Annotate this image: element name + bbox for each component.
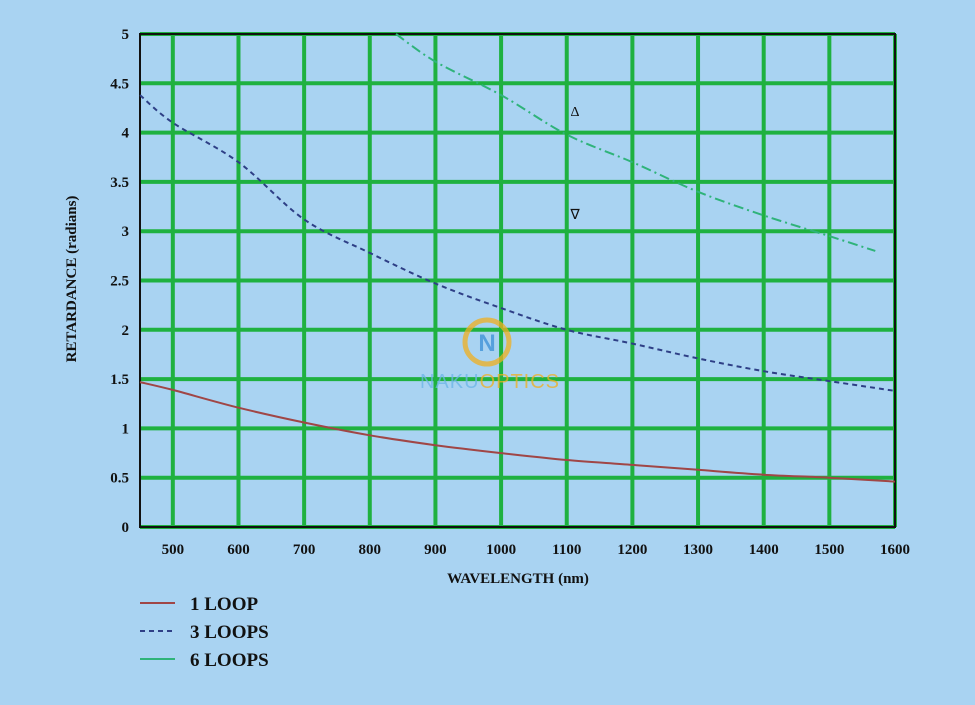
legend-label-3-loops: 3 LOOPS [190,622,269,643]
series-layer [139,33,896,483]
series-line-3-loops [139,94,896,392]
y-tick-label: 5 [122,27,130,43]
x-tick-label: 500 [162,542,185,558]
y-tick-label: 2 [122,323,130,339]
y-tick-label: 4.5 [110,76,129,92]
legend: 1 LOOP 3 LOOPS 6 LOOPS [140,594,269,671]
plot-frame [139,33,896,528]
watermark-suffix: OPTICS [480,371,560,393]
y-tick-label: 0 [122,520,130,536]
y-tick-label: 0.5 [110,471,129,487]
x-tick-label: 1300 [683,542,713,558]
watermark-text: NAKUOPTICS [420,371,560,393]
x-tick-label: 800 [359,542,382,558]
y-tick-label: 2.5 [110,274,129,290]
y-tick-label: 3 [122,224,130,240]
series-line-1-loop [139,381,896,483]
y-tick-label: 1 [122,421,130,437]
y-tick-label: 4 [122,126,130,142]
watermark-prefix: NAKU [420,371,480,393]
grid [140,32,897,529]
annotation-delta: Δ [570,105,579,120]
x-tick-label: 1600 [880,542,910,558]
watermark-badge-ring [462,317,512,367]
legend-label-1-loop: 1 LOOP [190,594,258,615]
watermark-badge-letter: N [478,330,495,357]
x-tick-label: 1000 [486,542,516,558]
x-tick-label: 700 [293,542,316,558]
y-tick-label: 1.5 [110,372,129,388]
x-tick-label: 1100 [552,542,581,558]
series-line-6-loops [395,33,876,252]
legend-label-6-loops: 6 LOOPS [190,650,269,671]
x-axis-label: WAVELENGTH (nm) [447,571,589,587]
x-tick-label: 600 [227,542,250,558]
y-tick-label: 3.5 [110,175,129,191]
x-tick-label: 1400 [749,542,779,558]
tick-labels: 500 600 700 800 900 1000 1100 1200 1300 1400 1500 1… [110,27,910,558]
watermark-logo: N NAKUOPTICS [420,317,560,393]
y-axis-label: RETARDANCE (radians) [64,196,80,363]
x-tick-label: 900 [424,542,447,558]
x-tick-label: 1200 [617,542,647,558]
x-tick-label: 1500 [814,542,844,558]
annotation-nabla: ∇ [569,208,580,223]
